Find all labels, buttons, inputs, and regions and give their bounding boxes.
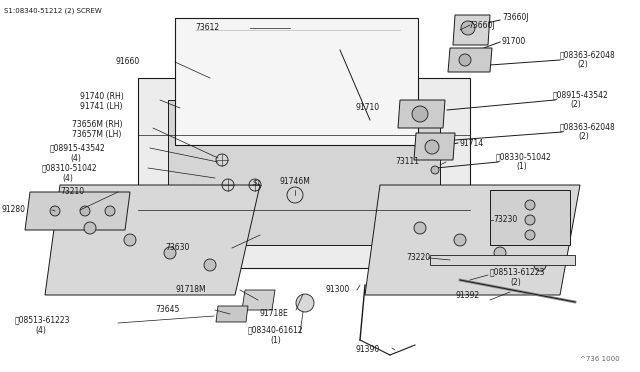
Text: 73230: 73230: [493, 215, 517, 224]
Polygon shape: [45, 185, 260, 295]
Text: Ⓢ08513-61223: Ⓢ08513-61223: [490, 267, 545, 276]
Text: 91741 (LH): 91741 (LH): [80, 103, 122, 112]
Text: 91710: 91710: [355, 103, 379, 112]
Circle shape: [124, 234, 136, 246]
Text: S1: S1: [253, 180, 262, 186]
Text: 91390: 91390: [355, 346, 380, 355]
Circle shape: [50, 206, 60, 216]
Polygon shape: [448, 48, 492, 72]
Polygon shape: [490, 190, 570, 245]
Text: 91660: 91660: [115, 58, 140, 67]
Text: (2): (2): [577, 61, 588, 70]
Text: S1:08340-51212 (2) SCREW: S1:08340-51212 (2) SCREW: [4, 8, 102, 15]
Text: (2): (2): [578, 132, 589, 141]
Polygon shape: [138, 78, 470, 268]
Text: (4): (4): [62, 173, 73, 183]
Circle shape: [105, 206, 115, 216]
Polygon shape: [365, 185, 580, 295]
Text: Ⓢ08310-51042: Ⓢ08310-51042: [42, 164, 98, 173]
Text: (4): (4): [35, 326, 46, 334]
Circle shape: [454, 234, 466, 246]
Text: Ⓢ08363-62048: Ⓢ08363-62048: [560, 122, 616, 131]
Text: (2): (2): [510, 278, 521, 286]
Text: 73220: 73220: [406, 253, 430, 263]
Circle shape: [414, 222, 426, 234]
Circle shape: [525, 230, 535, 240]
Text: 73645: 73645: [155, 305, 179, 314]
Text: 73630: 73630: [165, 244, 189, 253]
Text: 73210: 73210: [60, 187, 84, 196]
Text: (1): (1): [270, 336, 281, 344]
Text: 91300: 91300: [325, 285, 349, 295]
Circle shape: [459, 54, 471, 66]
Text: 91392: 91392: [455, 291, 479, 299]
Circle shape: [84, 222, 96, 234]
Text: 73657M (LH): 73657M (LH): [72, 129, 122, 138]
Circle shape: [525, 215, 535, 225]
Text: 73612: 73612: [195, 23, 219, 32]
Text: Ⓢ08340-61612: Ⓢ08340-61612: [248, 326, 303, 334]
Text: 73660J: 73660J: [468, 20, 495, 29]
Circle shape: [425, 140, 439, 154]
Circle shape: [164, 247, 176, 259]
Text: 91718M: 91718M: [175, 285, 205, 295]
Text: 91700: 91700: [502, 38, 526, 46]
Text: (1): (1): [516, 163, 527, 171]
Circle shape: [204, 259, 216, 271]
Text: 91718E: 91718E: [260, 308, 289, 317]
Polygon shape: [25, 192, 130, 230]
Text: 91746M: 91746M: [280, 177, 310, 186]
Circle shape: [412, 106, 428, 122]
Circle shape: [80, 206, 90, 216]
Polygon shape: [430, 255, 575, 265]
Polygon shape: [175, 18, 418, 145]
Text: Ⓥ08915-43542: Ⓥ08915-43542: [553, 90, 609, 99]
Circle shape: [461, 21, 475, 35]
Polygon shape: [453, 15, 490, 45]
Polygon shape: [168, 100, 440, 245]
Text: 73660J: 73660J: [502, 13, 529, 22]
Text: 91714: 91714: [459, 138, 483, 148]
Text: Ⓢ08330-51042: Ⓢ08330-51042: [496, 153, 552, 161]
Circle shape: [296, 294, 314, 312]
Text: 91280: 91280: [2, 205, 26, 215]
Text: Ⓢ08513-61223: Ⓢ08513-61223: [15, 315, 70, 324]
Text: Ⓢ08363-62048: Ⓢ08363-62048: [560, 51, 616, 60]
Text: 73656M (RH): 73656M (RH): [72, 119, 122, 128]
Text: 91740 (RH): 91740 (RH): [80, 93, 124, 102]
Circle shape: [525, 200, 535, 210]
Text: ⓜ08915-43542: ⓜ08915-43542: [50, 144, 106, 153]
Polygon shape: [216, 306, 248, 322]
Text: 73111: 73111: [395, 157, 419, 167]
Text: (4): (4): [70, 154, 81, 163]
Text: (2): (2): [570, 100, 580, 109]
Polygon shape: [242, 290, 275, 310]
Polygon shape: [414, 133, 455, 160]
Polygon shape: [398, 100, 445, 128]
Circle shape: [431, 166, 439, 174]
Text: ^736 1000: ^736 1000: [580, 356, 620, 362]
Circle shape: [494, 247, 506, 259]
Circle shape: [534, 259, 546, 271]
